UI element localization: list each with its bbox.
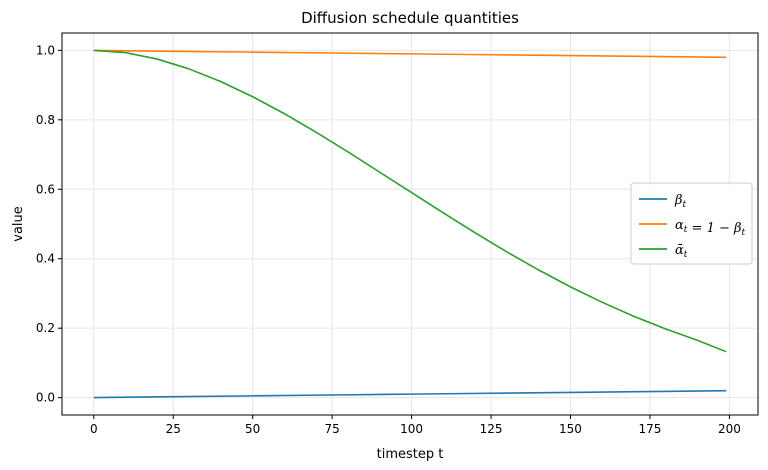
x-axis-label: timestep t [377,447,444,462]
y-tick-label: 0.4 [36,252,55,266]
y-tick-label: 0.0 [36,391,55,405]
x-tick-label: 25 [166,422,181,436]
x-tick-label: 200 [718,422,741,436]
legend-label-0: βt [674,193,687,210]
series-line-0 [93,389,727,399]
legend-label-2: ᾱt [675,243,688,260]
series-lines [93,49,727,399]
x-tick-label: 50 [245,422,260,436]
plot-area-frame [61,32,759,416]
y-tick-label: 0.8 [36,113,55,127]
x-tick-label: 175 [638,422,661,436]
legend: βt αt = 1 − βt ᾱt [630,182,753,265]
y-tick-label: 1.0 [36,43,55,57]
x-tick-label: 125 [480,422,503,436]
x-axis: 0 25 50 75 100 125 150 175 200 [90,415,741,436]
chart-title: Diffusion schedule quantities [301,9,519,27]
legend-box [630,182,753,265]
y-tick-label: 0.6 [36,182,55,196]
y-tick-label: 0.2 [36,321,55,335]
x-tick-label: 0 [90,422,98,436]
y-axis: 0.0 0.2 0.4 0.6 0.8 1.0 [36,43,62,405]
legend-label-1: αt = 1 − βt [675,218,746,238]
series-line-1 [93,49,727,59]
x-tick-label: 150 [559,422,582,436]
y-axis-label: value [11,206,26,242]
x-tick-label: 75 [324,422,339,436]
x-tick-label: 100 [400,422,423,436]
series-line-2 [93,49,727,353]
